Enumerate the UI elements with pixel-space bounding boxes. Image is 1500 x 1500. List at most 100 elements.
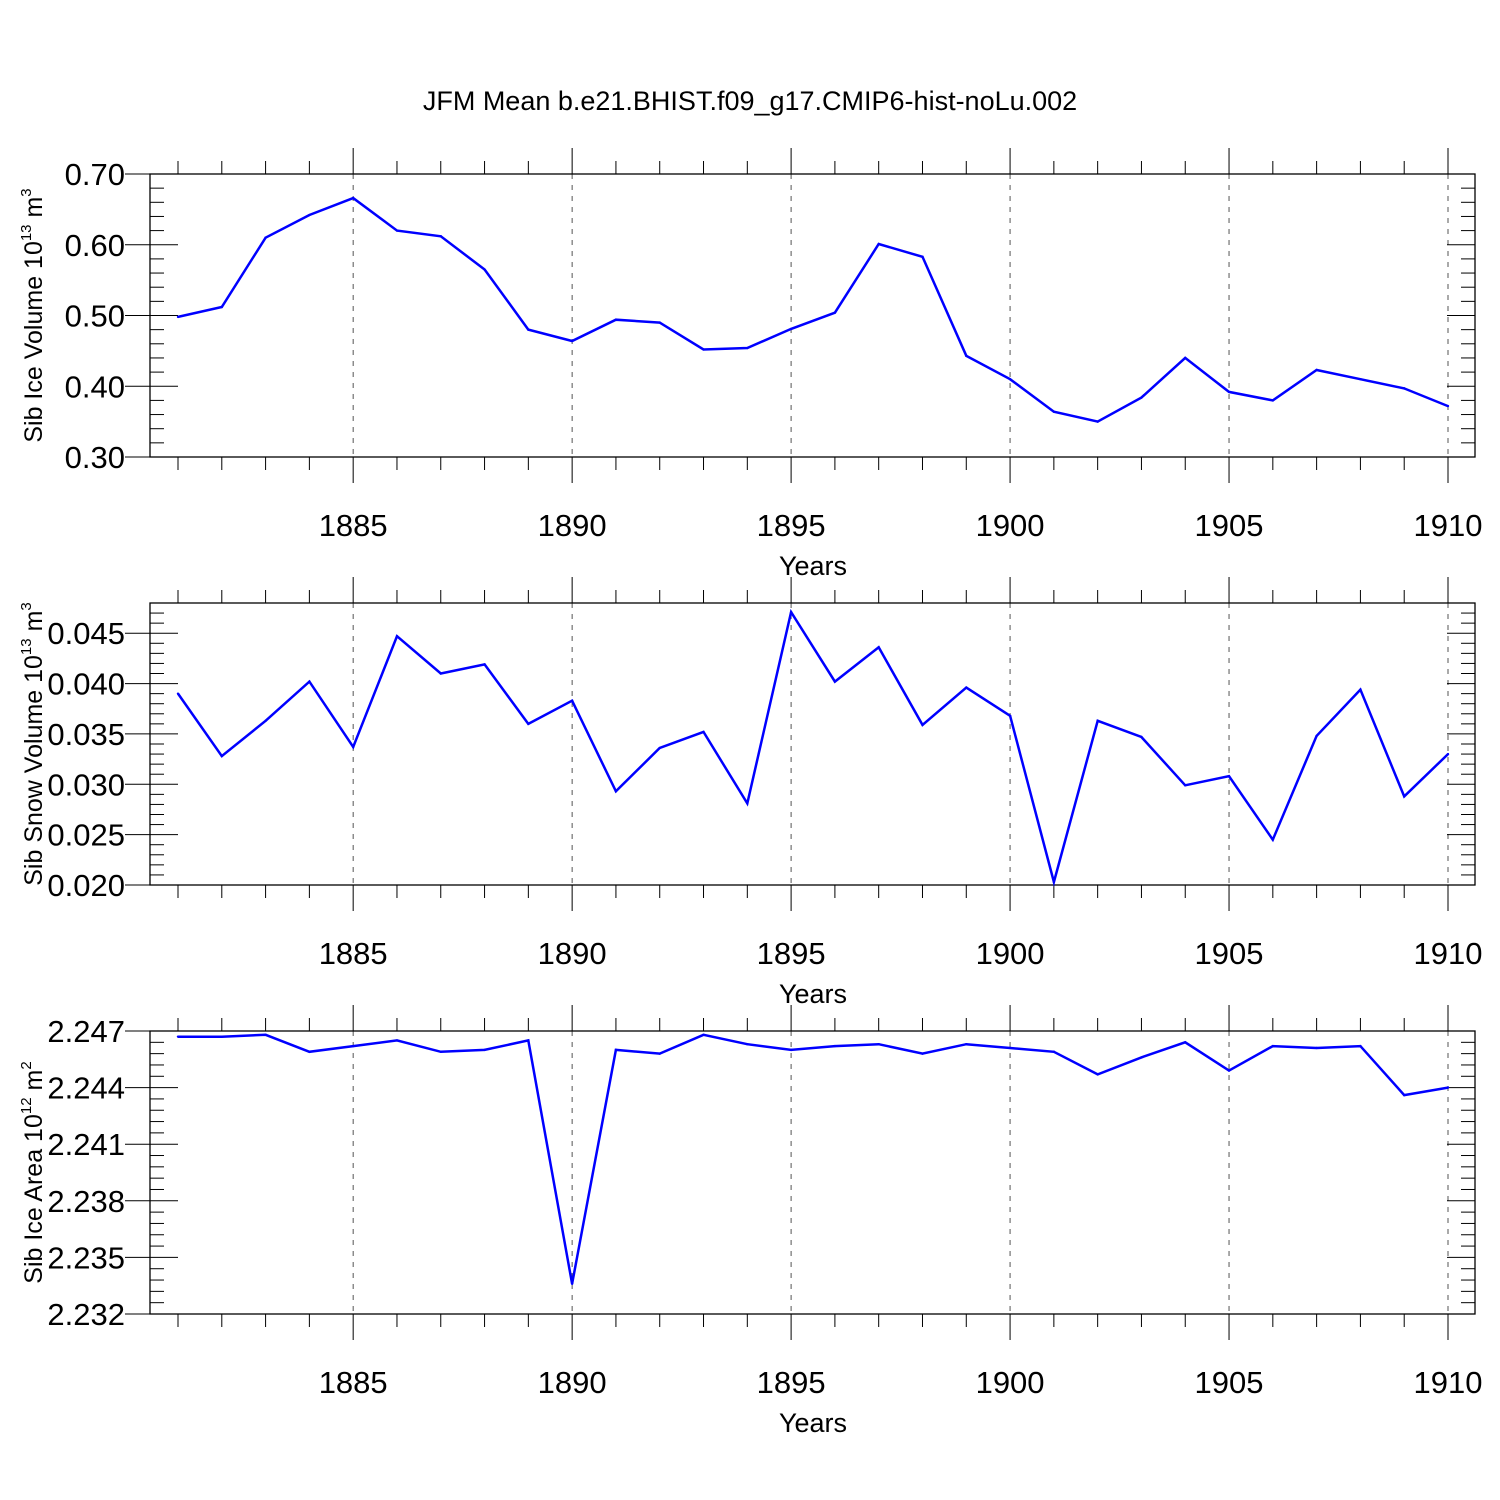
- data-point: [351, 745, 355, 749]
- data-point: [570, 1282, 574, 1286]
- data-point: [658, 746, 661, 750]
- data-point: [1008, 714, 1012, 717]
- x-tick-label: 1890: [538, 1365, 607, 1400]
- data-point: [789, 610, 793, 614]
- data-point: [308, 213, 311, 217]
- data-point: [833, 1044, 837, 1048]
- data-point: [921, 723, 924, 727]
- data-point: [614, 1048, 618, 1052]
- y-tick-label: 2.238: [47, 1184, 125, 1219]
- data-point: [1227, 775, 1231, 778]
- data-point: [527, 328, 530, 331]
- x-tick-label: 1905: [1195, 1365, 1264, 1400]
- x-tick-label: 1900: [976, 1365, 1045, 1400]
- data-point: [483, 663, 486, 666]
- y-tick-label: 2.244: [47, 1071, 125, 1106]
- x-tick-label: 1905: [1195, 508, 1264, 543]
- data-point: [877, 1043, 880, 1046]
- data-point: [746, 1043, 749, 1046]
- data-point: [1140, 1056, 1143, 1059]
- data-point: [1140, 735, 1143, 739]
- data-point: [1227, 1069, 1231, 1072]
- x-tick-label: 1890: [538, 508, 607, 543]
- data-point: [176, 692, 180, 695]
- data-point: [1446, 752, 1450, 756]
- data-point: [308, 1050, 311, 1053]
- y-tick-label: 2.235: [47, 1240, 125, 1275]
- x-tick-label: 1905: [1195, 936, 1264, 971]
- data-point: [877, 646, 880, 649]
- data-point: [527, 1039, 530, 1042]
- data-point: [1271, 838, 1275, 841]
- x-tick-label: 1890: [538, 936, 607, 971]
- x-tick-label: 1910: [1414, 936, 1483, 971]
- data-point: [1096, 1073, 1099, 1076]
- data-point: [921, 255, 924, 258]
- data-point: [395, 635, 399, 638]
- data-point: [658, 1052, 661, 1055]
- y-tick-label: 0.045: [47, 616, 125, 651]
- data-point: [483, 1048, 486, 1052]
- y-axis-label: Sib Ice Area 1012 m2: [18, 1061, 48, 1283]
- x-axis-label: Years: [779, 551, 847, 581]
- data-point: [439, 672, 442, 675]
- data-point: [1315, 1046, 1318, 1050]
- data-point: [702, 1033, 705, 1036]
- plot-frame: [149, 1030, 1476, 1315]
- data-point: [264, 719, 267, 723]
- data-point: [1403, 387, 1406, 390]
- x-tick-label: 1885: [319, 1365, 388, 1400]
- data-point: [965, 1043, 968, 1046]
- x-tick-label: 1895: [757, 1365, 826, 1400]
- data-point: [614, 790, 618, 793]
- data-point: [351, 196, 355, 200]
- y-axis-label: Sib Ice Volume 1013 m3: [18, 188, 48, 442]
- data-point: [702, 348, 705, 351]
- x-tick-label: 1895: [757, 508, 826, 543]
- y-tick-label: 0.035: [47, 717, 125, 752]
- data-point: [1008, 1046, 1012, 1050]
- data-point: [746, 346, 749, 350]
- data-point: [220, 1035, 223, 1038]
- data-point: [1052, 880, 1056, 884]
- x-tick-label: 1885: [319, 508, 388, 543]
- data-point: [395, 229, 399, 232]
- data-point: [1271, 399, 1275, 402]
- data-point: [176, 1035, 180, 1038]
- data-point: [1096, 420, 1099, 423]
- data-point: [789, 327, 793, 331]
- data-point: [570, 699, 574, 702]
- data-point: [658, 321, 661, 324]
- data-point: [614, 318, 618, 321]
- y-axis-label: Sib Snow Volume 1013 m3: [18, 602, 48, 886]
- data-point: [1227, 390, 1231, 394]
- data-point: [1052, 410, 1056, 413]
- data-point: [833, 311, 837, 314]
- figure-title: JFM Mean b.e21.BHIST.f09_g17.CMIP6-hist-…: [423, 86, 1077, 116]
- data-point: [1052, 1050, 1056, 1053]
- data-point: [264, 236, 267, 239]
- y-tick-label: 0.025: [47, 818, 125, 853]
- chart-panel-3: 2.232 2.235 2.238 2.241 2.244 2.247 1885 1890 18…: [18, 1005, 1482, 1438]
- data-point: [308, 680, 311, 683]
- y-tick-label: 0.60: [65, 228, 125, 263]
- data-point: [176, 315, 180, 319]
- data-point: [1315, 734, 1318, 738]
- data-point: [746, 802, 749, 805]
- data-point: [1008, 377, 1012, 381]
- data-point: [483, 268, 486, 271]
- data-point: [1446, 404, 1450, 408]
- x-axis-label: Years: [779, 979, 847, 1009]
- data-point: [395, 1039, 399, 1042]
- series-line: [176, 608, 1449, 887]
- data-point: [1359, 688, 1362, 691]
- chart-panel-2: 0.020 0.025 0.030 0.035 0.040 0.045 1885 1890 18…: [18, 577, 1482, 1009]
- y-tick-label: 0.30: [65, 440, 125, 475]
- x-tick-label: 1885: [319, 936, 388, 971]
- data-point: [1315, 368, 1318, 372]
- y-tick-label: 2.247: [47, 1014, 125, 1049]
- data-point: [1403, 795, 1406, 798]
- data-point: [1359, 377, 1362, 381]
